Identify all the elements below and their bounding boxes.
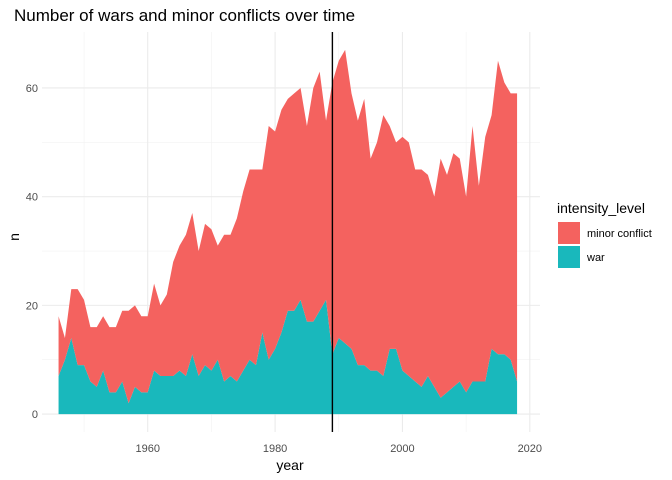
legend: intensity_level minor conflict war [557, 200, 652, 268]
x-axis-label: year [276, 457, 304, 473]
chart-title: Number of wars and minor conflicts over … [14, 6, 355, 25]
legend-title: intensity_level [557, 200, 645, 216]
legend-label-war: war [586, 252, 605, 264]
legend-key-minor-conflict [558, 222, 580, 244]
legend-key-war [558, 246, 580, 268]
y-tick-label: 60 [26, 83, 38, 95]
legend-label-minor-conflict: minor conflict [587, 228, 652, 240]
y-axis-label: n [6, 233, 22, 241]
y-tick-label: 20 [26, 300, 38, 312]
y-tick-label: 40 [26, 192, 38, 204]
areas [58, 49, 518, 415]
x-tick-label: 2020 [518, 443, 542, 455]
area-war [58, 299, 518, 415]
x-tick-label: 2000 [390, 443, 414, 455]
x-tick-label: 1960 [135, 443, 159, 455]
tick-labels: 1960 1980 2000 2020 0 20 40 60 [26, 83, 542, 455]
area-minor-conflict [58, 49, 518, 404]
y-tick-label: 0 [32, 409, 38, 421]
x-tick-label: 1980 [263, 443, 287, 455]
